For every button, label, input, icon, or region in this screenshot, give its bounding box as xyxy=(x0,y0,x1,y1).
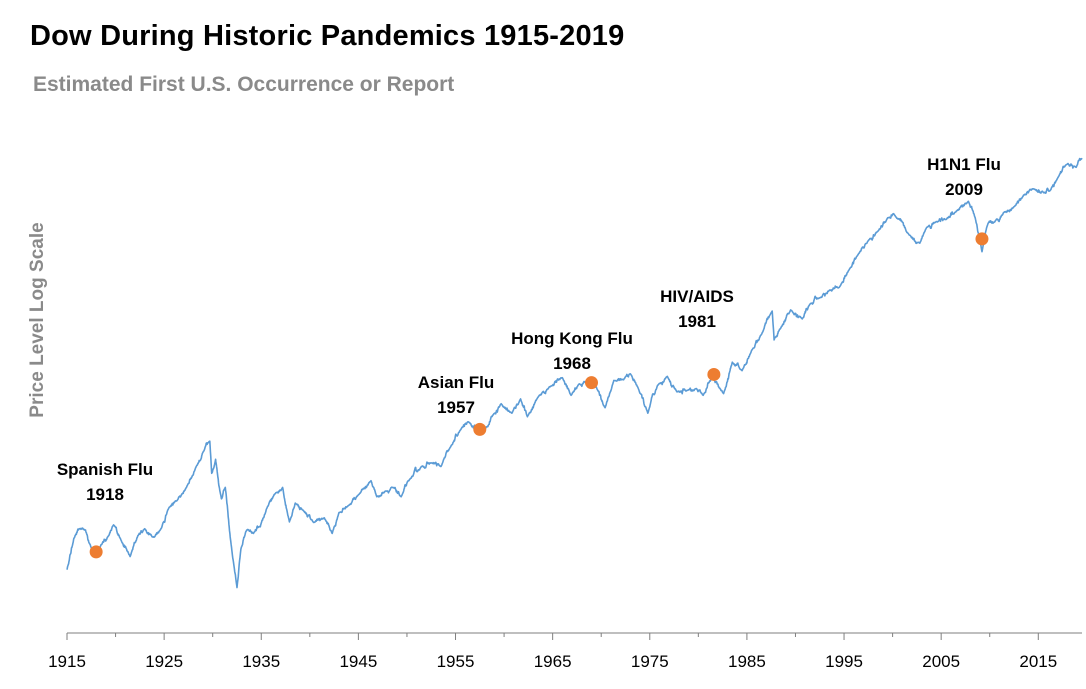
x-tick-label: 1985 xyxy=(728,652,766,671)
annotation-year: 1981 xyxy=(678,312,716,331)
x-tick-label: 2005 xyxy=(922,652,960,671)
series-layer xyxy=(66,157,1083,589)
annotation-year: 2009 xyxy=(945,180,983,199)
annotation-name: Asian Flu xyxy=(418,373,495,392)
annotation-year: 1918 xyxy=(86,485,124,504)
pandemic-marker xyxy=(89,545,103,559)
x-tick-label: 1915 xyxy=(48,652,86,671)
y-axis-label: Price Level Log Scale xyxy=(27,222,48,417)
annotation-name: Spanish Flu xyxy=(57,460,153,479)
annotation-name: Hong Kong Flu xyxy=(511,329,633,348)
x-tick-label: 2015 xyxy=(1019,652,1057,671)
x-tick-label: 1925 xyxy=(145,652,183,671)
annotation-name: H1N1 Flu xyxy=(927,155,1001,174)
x-tick-label: 1955 xyxy=(437,652,475,671)
annotation-year: 1957 xyxy=(437,398,475,417)
x-tick-label: 1995 xyxy=(825,652,863,671)
x-tick-label: 1975 xyxy=(631,652,669,671)
pandemic-marker xyxy=(975,232,989,246)
chart-title: Dow During Historic Pandemics 1915-2019 xyxy=(30,20,625,52)
x-tick-label: 1945 xyxy=(339,652,377,671)
pandemic-marker xyxy=(473,422,487,436)
x-tick-label: 1935 xyxy=(242,652,280,671)
annotation-year: 1968 xyxy=(553,354,591,373)
annotation-labels: Spanish Flu 1918 Asian Flu 1957 Hong Kong Fl… xyxy=(57,155,1001,504)
series-line xyxy=(66,157,1083,589)
annotation-name: HIV/AIDS xyxy=(660,287,734,306)
annotation-markers xyxy=(89,232,989,559)
pandemic-marker xyxy=(584,376,598,390)
pandemic-marker xyxy=(707,367,721,381)
x-tick-label: 1965 xyxy=(534,652,572,671)
x-axis: 1915 1925 1935 1945 1955 1965 1975 1985 1995 2005… xyxy=(48,632,1082,671)
chart-subtitle: Estimated First U.S. Occurrence or Repor… xyxy=(33,73,455,96)
